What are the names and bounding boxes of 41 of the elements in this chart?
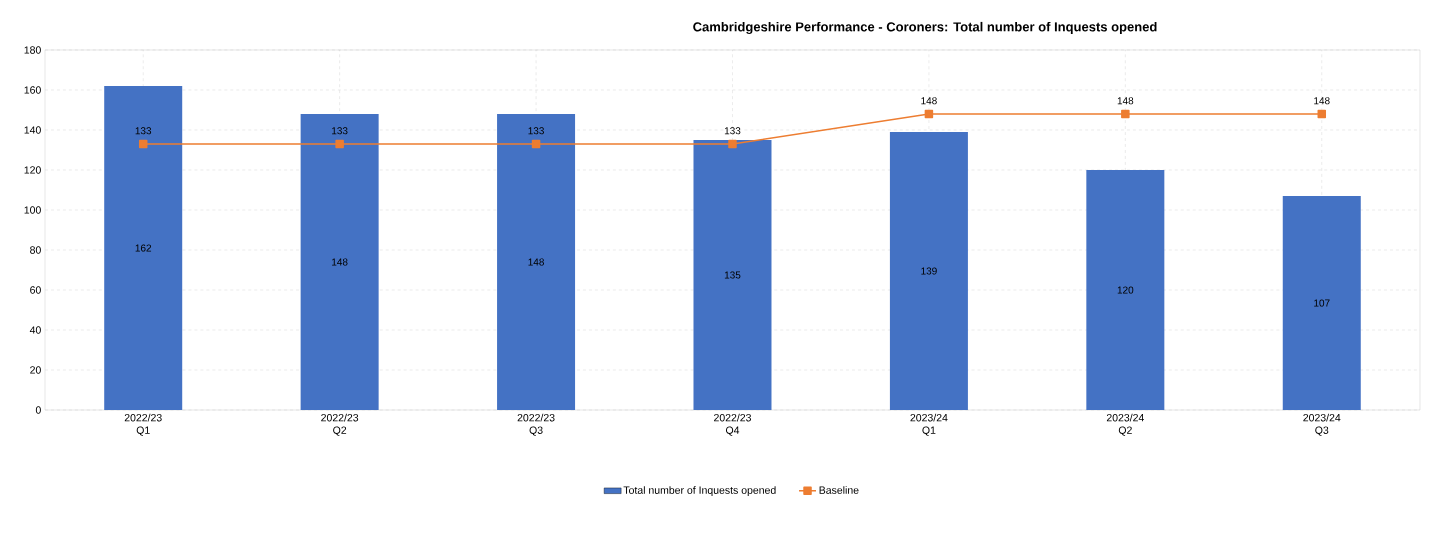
bar xyxy=(497,114,576,410)
x-tick-label: 2022/23 Q3 xyxy=(517,413,555,436)
legend-label: Baseline xyxy=(819,486,859,494)
data-label: 135 xyxy=(724,271,741,279)
x-tick-label: 2023/24 Q2 xyxy=(1106,413,1144,436)
data-label: 162 xyxy=(135,244,152,252)
y-tick-label: 80 xyxy=(30,246,41,254)
y-tick-label: 160 xyxy=(24,86,41,94)
y-tick-label: 0 xyxy=(35,406,41,414)
data-label: 148 xyxy=(1117,97,1134,105)
bar xyxy=(1086,170,1165,410)
x-tick-label: 2022/23 Q4 xyxy=(714,413,751,436)
x-tick-label: 2022/23 Q1 xyxy=(124,413,162,436)
x-tick-label: 2023/24 Q1 xyxy=(910,413,948,436)
data-label: 148 xyxy=(1314,97,1330,105)
data-label: 148 xyxy=(332,258,348,266)
bar xyxy=(1282,196,1361,410)
y-tick-label: 40 xyxy=(29,326,41,334)
data-label: 139 xyxy=(921,267,937,275)
data-label: 133 xyxy=(135,127,152,135)
data-label: 120 xyxy=(1117,286,1134,294)
x-tick-label: 2022/23 Q2 xyxy=(321,413,359,436)
legend-label: Total number of Inquests opened xyxy=(623,486,776,496)
bar xyxy=(693,140,772,410)
data-label: 133 xyxy=(724,127,741,135)
y-tick-label: 60 xyxy=(30,286,41,294)
bar xyxy=(300,114,379,410)
x-tick-label: 2023/24 Q3 xyxy=(1303,413,1341,436)
bar xyxy=(104,86,183,410)
y-tick-label: 180 xyxy=(24,46,41,54)
y-tick-label: 120 xyxy=(24,166,41,174)
data-label: 148 xyxy=(528,258,544,266)
chart-title: Cambridgeshire Performance - Coroners: Total number of Inquests opened xyxy=(693,21,1157,35)
data-label: 133 xyxy=(528,127,544,135)
y-tick-label: 140 xyxy=(24,126,41,134)
data-label: 133 xyxy=(332,127,348,135)
data-label: 148 xyxy=(921,97,937,105)
bar xyxy=(889,132,968,410)
y-tick-label: 20 xyxy=(30,366,41,374)
data-label: 107 xyxy=(1314,299,1330,307)
y-tick-label: 100 xyxy=(24,206,41,214)
